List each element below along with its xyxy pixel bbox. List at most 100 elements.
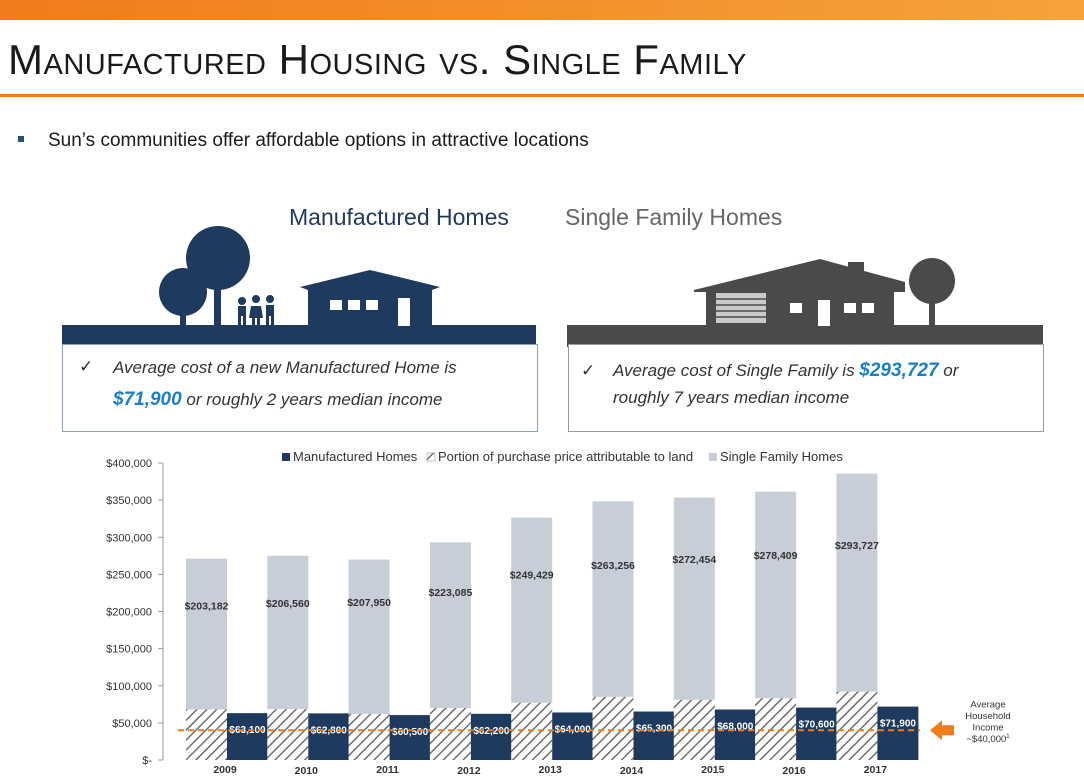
manufactured-header: Manufactured Homes xyxy=(289,204,509,230)
manufactured-value-label: $71,900 xyxy=(880,719,917,730)
single-family-roof xyxy=(694,259,905,292)
manufactured-value-label: $68,000 xyxy=(717,722,754,733)
single-family-bar xyxy=(348,559,390,714)
manufactured-price: $71,900 xyxy=(113,389,182,410)
manufactured-bar xyxy=(633,711,675,760)
single-family-value-label: $272,454 xyxy=(672,554,716,566)
x-category-label: 2013 xyxy=(539,764,563,776)
manufactured-roof xyxy=(300,270,440,290)
single-family-info-box: ✓ Average cost of Single Family is $293,… xyxy=(568,344,1044,432)
manufactured-bar xyxy=(470,713,512,760)
y-tick-label: $250,000 xyxy=(106,569,152,581)
manufactured-bar xyxy=(714,709,756,760)
housing-illustration xyxy=(62,226,1043,347)
legend-single-family-label: Single Family Homes xyxy=(720,449,843,464)
single-family-bar xyxy=(186,558,227,710)
check-icon: ✓ xyxy=(79,357,94,376)
manufactured-value-label: $62,200 xyxy=(473,726,510,737)
x-category-label: 2016 xyxy=(782,765,806,777)
top-accent-bar xyxy=(0,0,1084,20)
manufactured-text-line2-rest: or roughly 2 years median income xyxy=(181,390,443,409)
single-family-value-label: $278,409 xyxy=(754,550,798,562)
family-icon xyxy=(238,295,274,327)
single-family-bar xyxy=(592,501,634,697)
x-category-label: 2009 xyxy=(213,764,237,776)
manufactured-info-box: ✓ Average cost of a new Manufactured Hom… xyxy=(62,344,538,432)
single-family-tree-icon xyxy=(909,258,955,304)
single-family-value-label: $249,429 xyxy=(510,569,554,581)
income-label-line: ~$40,0001 xyxy=(966,734,1010,745)
legend-manufactured-label: Manufactured Homes xyxy=(293,449,418,464)
single-family-value-label: $207,950 xyxy=(347,597,391,609)
land-portion-bar xyxy=(511,702,553,760)
manufactured-text-line1: Average cost of a new Manufactured Home … xyxy=(113,358,457,377)
land-portion-bar xyxy=(186,709,227,760)
income-footnote: 1 xyxy=(1006,734,1010,740)
single-family-text-line1a: Average cost of Single Family is xyxy=(613,361,860,380)
land-portion-bar xyxy=(429,708,471,760)
land-portion-bar xyxy=(836,691,878,760)
bullet-point: Sun’s communities offer affordable optio… xyxy=(18,130,589,152)
bullet-square-icon xyxy=(18,135,24,142)
manufactured-bar xyxy=(389,715,431,760)
large-tree-icon xyxy=(186,226,250,290)
manufactured-bar xyxy=(308,713,350,760)
legend-manufactured-swatch xyxy=(282,453,290,461)
single-family-price: $293,727 xyxy=(859,360,939,381)
manufactured-bar xyxy=(877,706,919,760)
chart-legend: Manufactured Homes Portion of purchase pr… xyxy=(282,449,843,464)
y-tick-label: $50,000 xyxy=(112,718,152,730)
manufactured-value-label: $63,100 xyxy=(229,725,266,736)
land-portion-bar xyxy=(755,698,797,760)
slide-title: Manufactured Housing vs. Single Family xyxy=(8,36,747,83)
single-family-scene-icon xyxy=(567,258,1043,347)
price-comparison-chart: $400,000 $350,000 $300,000 $250,000 $200,000… xyxy=(106,449,1011,777)
single-family-text-line2: roughly 7 years median income xyxy=(613,388,850,407)
legend-land-label: Portion of purchase price attributable t… xyxy=(438,449,693,464)
y-tick-label: $- xyxy=(142,755,152,767)
income-label-line: Average xyxy=(970,699,1005,710)
land-portion-bar xyxy=(348,713,390,760)
single-family-ground-bar xyxy=(567,325,1043,347)
title-rule xyxy=(0,94,1084,97)
single-family-text-line1: Average cost of Single Family is $293,72… xyxy=(613,360,958,382)
y-tick-label: $300,000 xyxy=(106,532,152,544)
manufactured-value-label: $70,600 xyxy=(799,720,836,731)
y-tick-label: $200,000 xyxy=(106,607,152,619)
income-label-line: Income xyxy=(972,722,1003,733)
single-family-value-label: $203,182 xyxy=(185,600,229,612)
single-family-bar xyxy=(267,555,309,710)
single-family-value-label: $263,256 xyxy=(591,560,635,572)
manufactured-bar xyxy=(227,713,268,760)
x-category-label: 2012 xyxy=(457,765,481,777)
single-family-value-label: $293,727 xyxy=(835,540,879,552)
x-category-label: 2014 xyxy=(620,765,644,777)
y-tick-label: $400,000 xyxy=(106,458,152,470)
x-category-label: 2015 xyxy=(701,764,725,776)
single-family-bar xyxy=(755,491,797,699)
x-category-label: 2010 xyxy=(295,765,319,777)
y-tick-label: $100,000 xyxy=(106,681,152,693)
income-arrow-icon xyxy=(930,720,954,741)
manufactured-text-line2: $71,900 or roughly 2 years median income xyxy=(113,389,442,411)
land-portion-bar xyxy=(592,696,634,760)
legend-land-swatch xyxy=(426,452,436,462)
single-family-bar xyxy=(836,473,878,692)
manufactured-bar xyxy=(796,707,838,760)
single-family-value-label: $223,085 xyxy=(429,587,473,599)
single-family-bar xyxy=(429,542,471,709)
manufactured-scene-icon xyxy=(62,226,536,347)
x-category-label: 2011 xyxy=(376,764,399,776)
manufactured-value-label: $60,500 xyxy=(392,727,429,738)
manufactured-bar xyxy=(552,712,594,760)
single-family-text-line1b: or xyxy=(938,361,959,380)
y-tick-label: $150,000 xyxy=(106,644,152,656)
single-family-header: Single Family Homes xyxy=(565,204,783,230)
single-family-value-label: $206,560 xyxy=(266,598,310,610)
manufactured-value-label: $65,300 xyxy=(636,724,673,735)
y-tick-label: $350,000 xyxy=(106,495,152,507)
land-portion-bar xyxy=(267,709,309,760)
manufactured-ground-bar xyxy=(62,325,536,347)
legend-single-family-swatch xyxy=(709,453,717,461)
single-family-bar xyxy=(511,517,553,703)
